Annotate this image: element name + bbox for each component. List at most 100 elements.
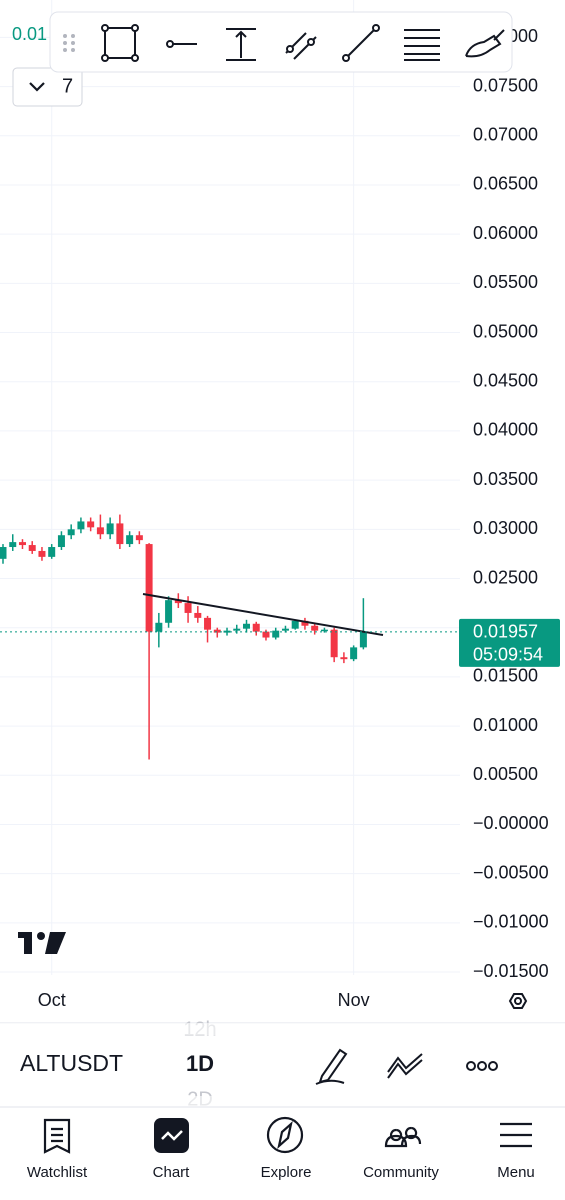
- candle-body: [204, 617, 212, 630]
- candle-body: [9, 542, 17, 548]
- y-tick-label: 0.01000: [473, 715, 538, 735]
- price-partial: 0.01: [12, 24, 47, 44]
- y-tick-label: −0.01000: [473, 912, 549, 932]
- fade-bottom: [0, 1096, 565, 1107]
- y-tick-label: 0.00500: [473, 764, 538, 784]
- grid-layer: [0, 0, 460, 975]
- y-tick-label: 0.07000: [473, 125, 538, 145]
- candle-body: [272, 630, 280, 638]
- price-tag-value: 0.01957: [473, 622, 538, 642]
- community-icon[interactable]: [384, 1126, 422, 1148]
- price-tag: [459, 618, 560, 667]
- candle-body: [213, 629, 221, 633]
- x-axis: Oct Nov: [38, 990, 370, 1010]
- y-tick-label: 0.06000: [473, 223, 538, 243]
- interval[interactable]: 1D: [186, 1051, 214, 1076]
- candle-body: [28, 545, 36, 551]
- candle-body: [116, 523, 124, 545]
- price-tag-countdown: 05:09:54: [473, 645, 543, 665]
- y-tick-label: −0.01500: [473, 961, 549, 981]
- y-tick-label: −0.00500: [473, 862, 549, 882]
- candle-body: [301, 620, 309, 626]
- candle-body: [262, 631, 270, 638]
- x-tick-label: Nov: [338, 990, 370, 1010]
- chevron-icon: [29, 82, 45, 92]
- candle-body: [233, 628, 241, 631]
- y-tick-label: 0.03500: [473, 469, 538, 489]
- nav-label[interactable]: Explore: [261, 1164, 312, 1181]
- y-tick-label: 0.02500: [473, 567, 538, 587]
- price-layer: 0.01957 05:09:54: [0, 618, 560, 667]
- trendline-tool[interactable]: [342, 24, 380, 62]
- symbol[interactable]: ALTUSDT: [20, 1050, 123, 1076]
- nav-label[interactable]: Chart: [153, 1164, 191, 1181]
- candle-body: [48, 547, 56, 557]
- candle-body: [194, 612, 202, 618]
- candle-body: [359, 631, 367, 648]
- dropdown[interactable]: [12, 67, 83, 107]
- brush-tool[interactable]: [465, 29, 505, 58]
- drawing-toolbar: [49, 11, 513, 73]
- chart-icon-line: [161, 1130, 183, 1141]
- y-tick-label: 0.06500: [473, 174, 538, 194]
- y-tick-label: 0.04000: [473, 420, 538, 440]
- tv-logo: [18, 932, 66, 954]
- draw-button[interactable]: [315, 1048, 348, 1085]
- menu-icon[interactable]: [500, 1122, 532, 1148]
- trend-line[interactable]: [142, 593, 384, 636]
- price-range-tool[interactable]: [226, 28, 256, 61]
- pattern-button[interactable]: [387, 1053, 423, 1079]
- candle-body: [165, 600, 173, 623]
- y-tick-label: 0.03000: [473, 518, 538, 538]
- dropdown-value: 7: [62, 75, 73, 97]
- settings-icon[interactable]: [508, 993, 528, 1009]
- candle-body: [174, 600, 182, 604]
- nav-label[interactable]: Menu: [497, 1164, 535, 1181]
- candle-body: [223, 630, 231, 633]
- y-tick-label: −0.00000: [473, 813, 549, 833]
- fib-tool[interactable]: [404, 29, 440, 61]
- y-tick-label: 0.04500: [473, 370, 538, 390]
- candle-body: [184, 603, 192, 613]
- candle-layer: [0, 514, 367, 760]
- bottom-nav: Watchlist Chart Explore Community Menu: [27, 1164, 535, 1181]
- nav-label[interactable]: Community: [363, 1164, 439, 1181]
- candle-body: [135, 535, 143, 541]
- explore-icon[interactable]: [266, 1116, 304, 1154]
- candle-body: [340, 657, 348, 660]
- y-tick-label: 0.05000: [473, 321, 538, 341]
- candle-body: [311, 625, 319, 631]
- candle-body: [320, 629, 328, 632]
- toolbar-bg: [49, 11, 513, 73]
- candle-body: [38, 550, 46, 557]
- candle-body: [126, 535, 134, 545]
- candle-body: [252, 623, 260, 632]
- candle-body: [77, 521, 85, 530]
- fade-top: [0, 1023, 565, 1035]
- y-tick-label: 0.05500: [473, 272, 538, 292]
- candle-body: [87, 521, 95, 528]
- candle-body: [18, 542, 26, 546]
- tick-layer: 0.080000.075000.070000.065000.060000.055…: [473, 26, 549, 981]
- y-tick-label: 0.01500: [473, 666, 538, 686]
- candle-body: [145, 544, 153, 632]
- candle-body: [96, 527, 104, 535]
- candle-body: [155, 622, 163, 632]
- watchlist-icon[interactable]: [43, 1118, 71, 1154]
- candle-body: [57, 535, 65, 548]
- drag-handle[interactable]: [63, 34, 75, 52]
- rectangle-tool[interactable]: [101, 24, 139, 62]
- candle-body: [291, 620, 299, 629]
- hline-tool[interactable]: [166, 40, 197, 48]
- parallel-tool[interactable]: [285, 32, 317, 60]
- more-button[interactable]: [466, 1061, 498, 1071]
- candle-body: [281, 628, 289, 631]
- candle-body: [67, 529, 75, 536]
- candle-body: [106, 523, 114, 535]
- nav-label[interactable]: Watchlist: [27, 1164, 88, 1181]
- candle-body: [330, 629, 338, 658]
- candle-body: [0, 547, 7, 559]
- x-tick-label: Oct: [38, 990, 66, 1010]
